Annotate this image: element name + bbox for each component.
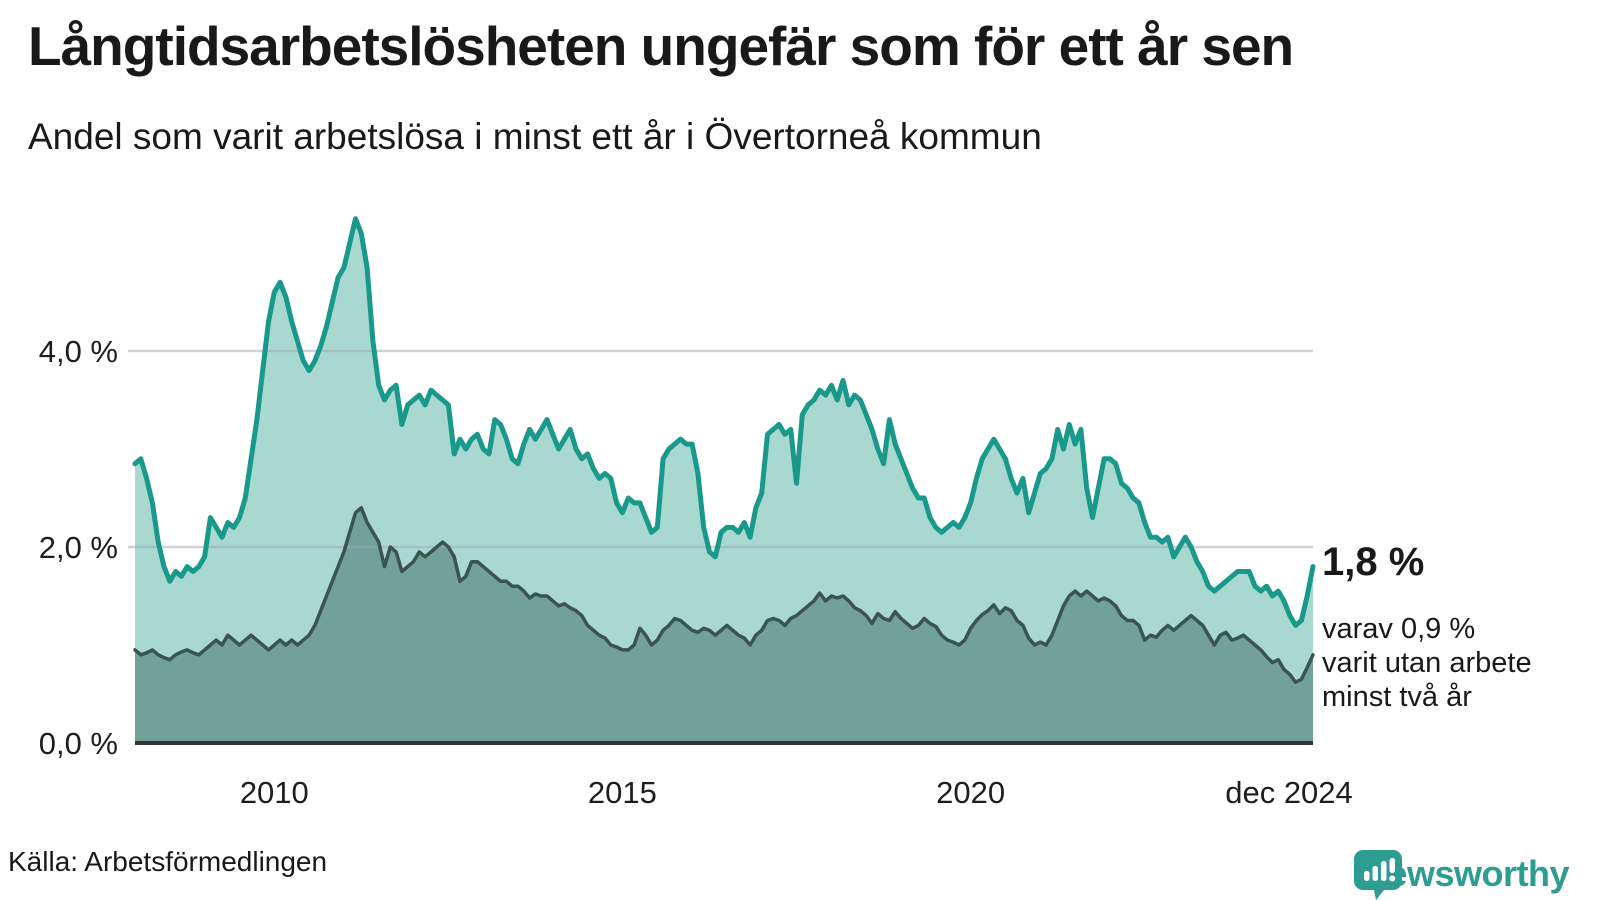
x-axis-label: 2015 — [588, 775, 657, 810]
speech-bubble-bar-chart-icon — [1354, 850, 1402, 900]
newsworthy-logo: Newsworthy — [1352, 848, 1570, 900]
secondary-annotation: varav 0,9 % varit utan arbete minst två … — [1322, 612, 1532, 714]
page-title: Långtidsarbetslösheten ungefär som för e… — [28, 15, 1294, 77]
page-subtitle: Andel som varit arbetslösa i minst ett å… — [28, 116, 1042, 157]
y-axis-label: 0,0 % — [39, 726, 118, 761]
x-axis-label: 2020 — [936, 775, 1005, 810]
annotation-line: varit utan arbete — [1322, 647, 1532, 679]
annotation-line: minst två år — [1322, 681, 1472, 713]
x-axis-label: 2010 — [240, 775, 309, 810]
line-minst-tva-ar — [133, 506, 1315, 684]
source-label: Källa: Arbetsförmedlingen — [8, 846, 328, 877]
line-minst-ett-ar — [132, 216, 1316, 628]
y-axis-label: 2,0 % — [39, 530, 118, 565]
y-axis-label: 4,0 % — [39, 334, 118, 369]
annotation-line: varav 0,9 % — [1322, 613, 1476, 645]
latest-value-label: 1,8 % — [1322, 540, 1425, 584]
x-axis-label: dec 2024 — [1225, 775, 1353, 810]
area-minst-tva-ar — [135, 507, 1313, 743]
